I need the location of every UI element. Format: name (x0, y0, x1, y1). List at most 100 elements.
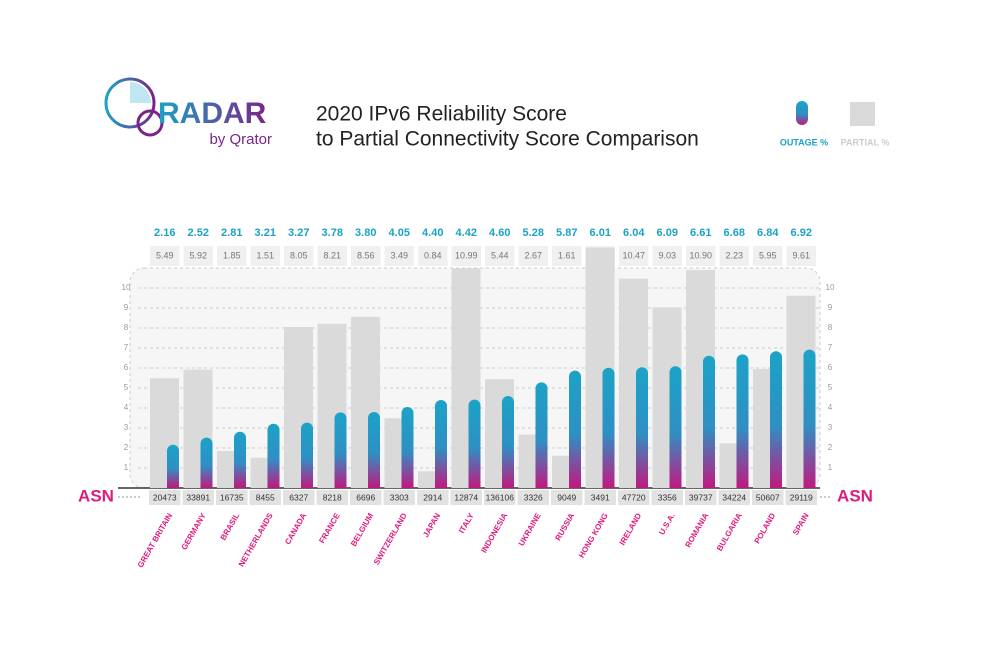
outage-bar (703, 355, 715, 488)
y-tick-label: 10 (826, 283, 835, 292)
partial-label-box (351, 246, 381, 266)
y-tick-label: 2 (124, 443, 129, 452)
y-tick-label: 8 (124, 323, 129, 332)
x-tick-label: ITALY (457, 511, 476, 535)
outage-value-label: 6.04 (623, 227, 645, 239)
asn-value: 6327 (289, 492, 308, 502)
x-tick-label: BRASIL (219, 511, 242, 541)
asn-value: 47720 (622, 492, 646, 502)
outage-value-label: 3.78 (322, 227, 343, 239)
asn-box (752, 490, 784, 505)
asn-value: 29119 (790, 492, 813, 502)
asn-box (283, 490, 315, 505)
partial-value-label: 8.05 (290, 250, 308, 260)
outage-value-label: 3.21 (255, 227, 276, 239)
x-tick-label: NETHERLANDS (237, 511, 275, 568)
asn-box (216, 490, 248, 505)
asn-value: 8455 (256, 492, 275, 502)
partial-value-label: 8.56 (357, 250, 375, 260)
asn-box (718, 490, 750, 505)
x-tick-label: SPAIN (791, 511, 811, 536)
partial-label-box (183, 246, 213, 266)
outage-value-label: 5.28 (523, 227, 544, 239)
outage-bar (200, 437, 213, 488)
outage-value-label: 6.01 (590, 227, 611, 239)
outage-bar (569, 370, 581, 488)
x-tick-label: RUSSIA (553, 511, 576, 542)
x-tick-label: INDONESIA (479, 511, 509, 554)
x-tick-label: JAPAN (421, 511, 442, 539)
x-tick-label: BELGIUM (349, 511, 375, 548)
partial-value-label: 3.49 (390, 250, 408, 260)
y-tick-label: 4 (124, 403, 129, 412)
partial-value-label: 2.23 (725, 250, 743, 260)
asn-box (350, 490, 382, 505)
asn-value: 3356 (658, 492, 677, 502)
asn-box (517, 490, 549, 505)
asn-box (785, 490, 817, 505)
outage-value-label: 6.68 (724, 227, 745, 239)
partial-label-box (418, 246, 448, 266)
partial-label-box (518, 246, 548, 266)
partial-label-box (786, 246, 816, 266)
partial-label-box (753, 246, 783, 266)
y-tick-label: 9 (828, 303, 833, 312)
y-tick-label: 2 (828, 443, 833, 452)
asn-box (316, 490, 348, 505)
outage-value-label: 5.87 (556, 227, 577, 239)
asn-box (383, 490, 415, 505)
x-tick-label: U.S.A. (657, 512, 677, 537)
asn-box (450, 490, 482, 505)
asn-value: 12874 (454, 492, 478, 502)
partial-label-box (686, 246, 716, 266)
y-tick-label: 8 (828, 323, 833, 332)
outage-bar (334, 412, 347, 488)
outage-value-label: 4.40 (422, 227, 443, 239)
partial-label-box (619, 246, 649, 266)
asn-value: 3303 (390, 492, 409, 502)
outage-value-label: 6.84 (757, 227, 779, 239)
asn-box (618, 490, 650, 505)
outage-value-label: 4.60 (489, 227, 510, 239)
asn-value: 8218 (323, 492, 342, 502)
outage-bar (535, 382, 548, 488)
logo-name: RADAR (158, 97, 267, 130)
y-tick-label: 1 (828, 463, 833, 472)
outage-bar (468, 399, 481, 488)
x-tick-label: UKRAINE (517, 511, 543, 548)
asn-label: ASN (78, 486, 114, 505)
x-tick-label: GERMANY (180, 511, 209, 551)
outage-value-label: 6.09 (657, 227, 678, 239)
outage-bar (401, 407, 414, 488)
legend-label: OUTAGE % (780, 137, 828, 147)
y-tick-label: 10 (122, 283, 131, 292)
y-tick-label: 1 (124, 463, 129, 472)
x-tick-label: SWITZERLAND (372, 511, 409, 566)
outage-bar (770, 351, 782, 488)
partial-value-label: 8.21 (323, 250, 341, 260)
x-tick-label: POLAND (753, 511, 778, 545)
outage-value-label: 3.27 (288, 227, 309, 239)
asn-value: 6696 (356, 492, 375, 502)
y-tick-label: 6 (124, 363, 129, 372)
asn-value: 39737 (689, 492, 713, 502)
x-tick-label: BULGARIA (715, 511, 744, 552)
outage-value-label: 6.92 (791, 227, 812, 239)
asn-value: 2914 (423, 492, 442, 502)
partial-label-box (384, 246, 414, 266)
x-tick-label: ROMANIA (683, 511, 710, 549)
outage-bar (636, 367, 648, 488)
outage-value-label: 3.80 (355, 227, 376, 239)
x-tick-label: FRANCE (317, 511, 342, 545)
x-tick-label: IRELAND (618, 511, 644, 546)
asn-box (149, 490, 181, 505)
outage-bar (669, 366, 682, 488)
asn-value: 9049 (557, 492, 576, 502)
y-tick-label: 6 (828, 363, 833, 372)
asn-box (651, 490, 683, 505)
outage-bar (301, 422, 313, 488)
partial-value-label: 10.99 (455, 250, 478, 260)
asn-box (685, 490, 717, 505)
asn-value: 3491 (591, 492, 610, 502)
